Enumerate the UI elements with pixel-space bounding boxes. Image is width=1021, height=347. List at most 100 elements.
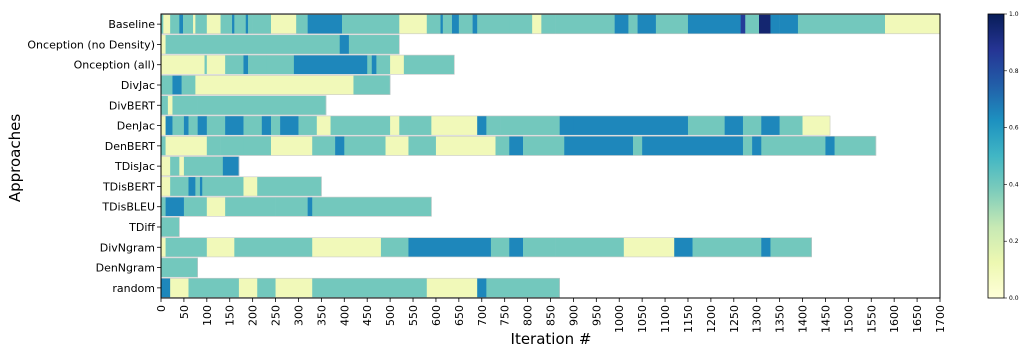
heatmap-cell [293, 55, 368, 75]
heatmap-cell [206, 136, 221, 156]
heatmap-cell [179, 14, 184, 34]
heatmap-cell [555, 237, 602, 257]
heatmap-cell [252, 14, 272, 34]
heatmap-cell [600, 237, 625, 257]
heatmap-cell [188, 115, 198, 136]
heatmap-cell [367, 55, 373, 75]
heatmap-cell [172, 115, 185, 136]
heatmap-cell [353, 75, 391, 95]
heatmap-cell [399, 278, 428, 298]
heatmap-cell [385, 136, 409, 156]
heatmap-cell [161, 34, 166, 55]
heatmap-cell [161, 14, 164, 34]
x-tick-label: 950 [590, 305, 603, 326]
heatmap-cell [243, 115, 263, 136]
heatmap-cell [222, 156, 240, 176]
heatmap-cell [298, 115, 318, 136]
heatmap-cell [523, 237, 556, 257]
heatmap-cell [403, 55, 455, 75]
x-tick-label: 550 [407, 305, 420, 326]
heatmap-cell [234, 237, 313, 257]
heatmap-cell [573, 115, 689, 136]
x-tick-label: 50 [178, 305, 191, 319]
heatmap-cell [270, 115, 281, 136]
heatmap-cell [312, 237, 382, 257]
heatmap-cell [509, 14, 533, 34]
heatmap-cell [183, 115, 189, 136]
heatmap-cell [261, 136, 272, 156]
heatmap-cell [399, 14, 428, 34]
heatmap-cell [163, 14, 171, 34]
x-tick-label: 1350 [774, 305, 787, 333]
x-tick-label: 1550 [865, 305, 878, 333]
heatmap-cell [426, 278, 478, 298]
heatmap-cell [257, 278, 276, 298]
heatmap-cell [243, 176, 258, 197]
x-tick-label: 1250 [728, 305, 741, 333]
heatmap-cell [170, 156, 180, 176]
y-tick-label: DivJac [121, 79, 155, 92]
colorbar-tick-label: 1.0 [1009, 11, 1019, 18]
x-tick-label: 100 [201, 305, 214, 326]
heatmap-cell [555, 14, 615, 34]
heatmap-cell [472, 14, 478, 34]
heatmap-cell [206, 237, 235, 257]
heatmap-cell [225, 55, 244, 75]
heatmap-row [160, 237, 812, 258]
heatmap-cell [270, 14, 297, 34]
y-tick-label: Onception (no Density) [27, 38, 155, 51]
heatmap-cell [220, 14, 233, 34]
x-tick-label: 450 [361, 305, 374, 326]
heatmap-cell [161, 237, 166, 257]
heatmap-cell [298, 14, 308, 34]
heatmap-cell [275, 278, 313, 298]
heatmap-cell [307, 14, 343, 34]
heatmap-cell [188, 176, 196, 197]
heatmap-cell [335, 136, 345, 156]
heatmap-row [160, 34, 400, 55]
x-tick-label: 300 [292, 305, 305, 326]
heatmap-cell [376, 55, 391, 75]
heatmap-cell [724, 115, 744, 136]
y-tick-label: TDisBLEU [101, 201, 155, 214]
x-tick-label: 1600 [888, 305, 901, 333]
heatmap-cell [270, 136, 313, 156]
heatmap-cell [316, 115, 331, 136]
heatmap-cell [834, 136, 877, 156]
heatmap-cell [532, 14, 542, 34]
heatmap-row [160, 75, 391, 95]
heatmap-cell [296, 14, 299, 34]
x-tick-label: 650 [453, 305, 466, 326]
x-tick-label: 150 [224, 305, 237, 326]
heatmap-cell [307, 197, 313, 217]
heatmap-cell [628, 14, 638, 34]
x-tick-label: 1000 [613, 305, 626, 333]
heatmap-cell [687, 115, 725, 136]
heatmap-cell [170, 278, 189, 298]
heatmap-cell [509, 136, 524, 156]
heatmap-cell [399, 115, 409, 136]
heatmap-cell [451, 14, 460, 34]
heatmap-cell [825, 136, 835, 156]
heatmap-cell [802, 115, 812, 136]
heatmap-cell [195, 176, 201, 197]
x-tick-label: 1650 [911, 305, 924, 333]
heatmap-cell [490, 237, 510, 257]
heatmap-cell [245, 14, 249, 34]
heatmap-cell [761, 136, 790, 156]
heatmap-row [160, 115, 831, 136]
heatmap-cell [742, 115, 762, 136]
heatmap-cell [745, 14, 760, 34]
heatmap-cell [248, 14, 253, 34]
colorbar-tick-label: 0.2 [1009, 238, 1019, 245]
heatmap-cell [257, 176, 322, 197]
heatmap-cell [312, 278, 400, 298]
heatmap-cell [486, 115, 501, 136]
heatmap-cell [330, 115, 391, 136]
heatmap-cell [390, 115, 400, 136]
heatmap-cell [761, 115, 780, 136]
y-tick-label: DenJac [117, 120, 155, 133]
heatmap-cell [165, 136, 208, 156]
heatmap-cell [183, 156, 224, 176]
